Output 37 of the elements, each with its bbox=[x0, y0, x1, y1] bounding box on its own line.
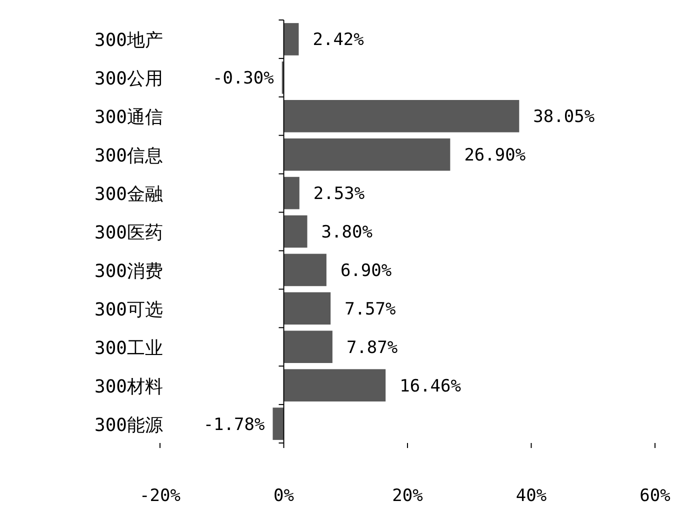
data-label: 26.90% bbox=[464, 146, 526, 166]
x-tick-label: -20% bbox=[140, 486, 180, 506]
data-label: 16.46% bbox=[400, 376, 462, 396]
y-tick-label: 300医药 bbox=[94, 222, 163, 244]
bar bbox=[272, 408, 284, 440]
x-tick-label: 0% bbox=[274, 486, 294, 506]
x-tick-label: 20% bbox=[392, 486, 423, 506]
y-tick-label: 300通信 bbox=[94, 107, 163, 128]
x-tick-label: 60% bbox=[640, 486, 670, 506]
bar bbox=[284, 369, 386, 402]
bar bbox=[284, 330, 332, 364]
bar bbox=[284, 138, 450, 171]
bar bbox=[284, 100, 520, 132]
y-tick-label: 300材料 bbox=[94, 376, 163, 398]
bar bbox=[284, 215, 308, 248]
bar bbox=[284, 254, 326, 286]
data-label: 2.42% bbox=[312, 30, 364, 50]
y-tick-label: 300信息 bbox=[94, 146, 163, 167]
y-tick-label: 300能源 bbox=[94, 414, 163, 436]
data-label: 6.90% bbox=[340, 260, 392, 281]
y-tick-label: 300可选 bbox=[94, 299, 163, 320]
data-label: -1.78% bbox=[203, 414, 265, 435]
y-tick-label: 300地产 bbox=[94, 30, 163, 52]
bar bbox=[284, 176, 300, 210]
x-tick-label: 40% bbox=[516, 486, 547, 506]
y-tick-label: 300工业 bbox=[94, 338, 163, 359]
y-tick-label: 300消费 bbox=[94, 260, 163, 282]
data-label: 2.53% bbox=[313, 184, 365, 204]
data-label: -0.30% bbox=[212, 68, 274, 89]
data-label: 7.57% bbox=[344, 299, 396, 320]
data-label: 3.80% bbox=[321, 222, 372, 242]
bar bbox=[284, 23, 299, 56]
data-label: 38.05% bbox=[533, 107, 595, 128]
y-tick-label: 300公用 bbox=[94, 68, 163, 90]
data-label: 7.87% bbox=[346, 338, 398, 358]
y-tick-label: 300金融 bbox=[94, 184, 163, 206]
bar bbox=[284, 292, 331, 325]
